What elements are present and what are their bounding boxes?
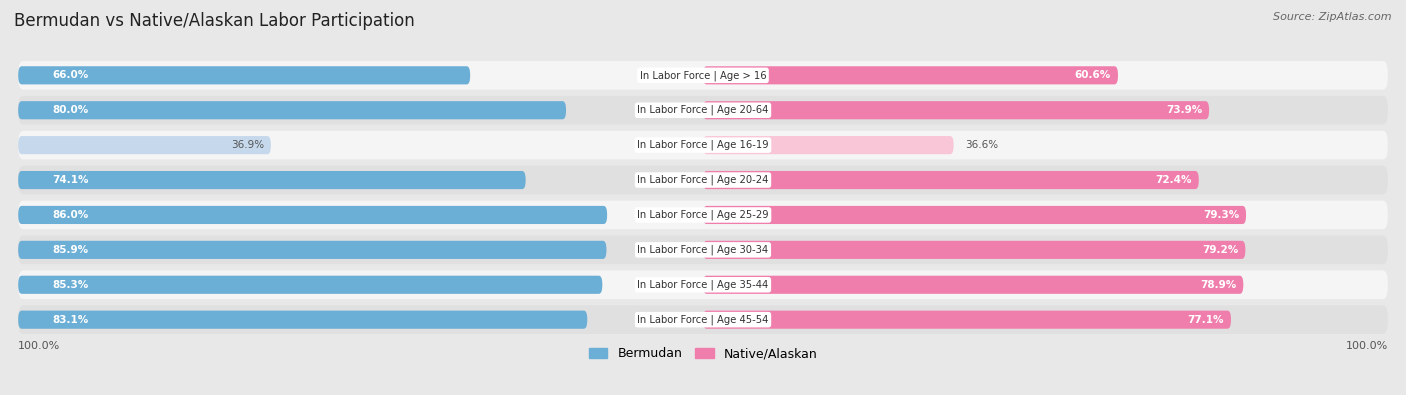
FancyBboxPatch shape	[18, 136, 271, 154]
FancyBboxPatch shape	[703, 310, 1232, 329]
Text: In Labor Force | Age 20-24: In Labor Force | Age 20-24	[637, 175, 769, 185]
FancyBboxPatch shape	[703, 241, 1246, 259]
Text: In Labor Force | Age 16-19: In Labor Force | Age 16-19	[637, 140, 769, 150]
FancyBboxPatch shape	[18, 101, 567, 119]
FancyBboxPatch shape	[18, 171, 526, 189]
Text: In Labor Force | Age 35-44: In Labor Force | Age 35-44	[637, 280, 769, 290]
FancyBboxPatch shape	[703, 276, 1243, 294]
FancyBboxPatch shape	[18, 61, 1388, 90]
Text: 85.9%: 85.9%	[52, 245, 89, 255]
Text: 72.4%: 72.4%	[1156, 175, 1192, 185]
FancyBboxPatch shape	[18, 201, 1388, 229]
FancyBboxPatch shape	[18, 310, 588, 329]
Text: 74.1%: 74.1%	[52, 175, 89, 185]
Text: 100.0%: 100.0%	[1346, 341, 1388, 351]
Text: In Labor Force | Age 20-64: In Labor Force | Age 20-64	[637, 105, 769, 115]
Text: 100.0%: 100.0%	[18, 341, 60, 351]
Text: Source: ZipAtlas.com: Source: ZipAtlas.com	[1274, 12, 1392, 22]
FancyBboxPatch shape	[18, 271, 1388, 299]
Text: 77.1%: 77.1%	[1188, 315, 1225, 325]
FancyBboxPatch shape	[703, 171, 1199, 189]
Text: In Labor Force | Age 30-34: In Labor Force | Age 30-34	[637, 245, 769, 255]
FancyBboxPatch shape	[18, 96, 1388, 124]
Text: 79.2%: 79.2%	[1202, 245, 1239, 255]
FancyBboxPatch shape	[703, 66, 1118, 85]
FancyBboxPatch shape	[18, 131, 1388, 160]
FancyBboxPatch shape	[703, 101, 1209, 119]
Text: 73.9%: 73.9%	[1166, 105, 1202, 115]
Text: 79.3%: 79.3%	[1204, 210, 1239, 220]
Text: 78.9%: 78.9%	[1201, 280, 1236, 290]
Text: 86.0%: 86.0%	[52, 210, 89, 220]
Text: 36.6%: 36.6%	[965, 140, 998, 150]
Text: In Labor Force | Age 45-54: In Labor Force | Age 45-54	[637, 314, 769, 325]
FancyBboxPatch shape	[18, 206, 607, 224]
FancyBboxPatch shape	[18, 66, 470, 85]
Text: 83.1%: 83.1%	[52, 315, 89, 325]
Text: 36.9%: 36.9%	[231, 140, 264, 150]
Text: 80.0%: 80.0%	[52, 105, 89, 115]
Text: In Labor Force | Age > 16: In Labor Force | Age > 16	[640, 70, 766, 81]
FancyBboxPatch shape	[18, 241, 606, 259]
FancyBboxPatch shape	[18, 276, 602, 294]
Legend: Bermudan, Native/Alaskan: Bermudan, Native/Alaskan	[583, 342, 823, 365]
Text: 85.3%: 85.3%	[52, 280, 89, 290]
FancyBboxPatch shape	[18, 305, 1388, 334]
Text: 60.6%: 60.6%	[1074, 70, 1111, 80]
Text: 66.0%: 66.0%	[52, 70, 89, 80]
FancyBboxPatch shape	[18, 166, 1388, 194]
FancyBboxPatch shape	[18, 235, 1388, 264]
Text: Bermudan vs Native/Alaskan Labor Participation: Bermudan vs Native/Alaskan Labor Partici…	[14, 12, 415, 30]
FancyBboxPatch shape	[703, 136, 953, 154]
FancyBboxPatch shape	[703, 206, 1246, 224]
Text: In Labor Force | Age 25-29: In Labor Force | Age 25-29	[637, 210, 769, 220]
